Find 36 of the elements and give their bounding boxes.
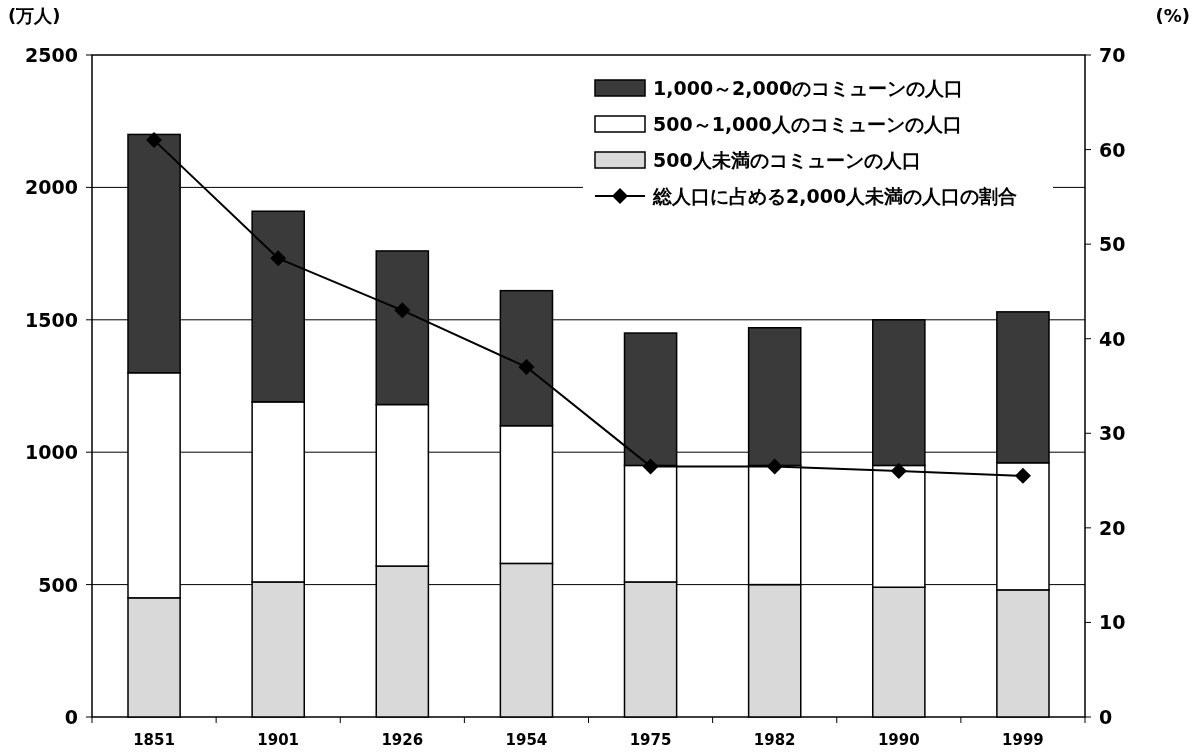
y2-tick-label: 20 bbox=[1099, 516, 1126, 539]
y2-tick-label: 10 bbox=[1099, 611, 1126, 634]
point bbox=[890, 463, 907, 480]
y2-tick-label: 0 bbox=[1099, 706, 1113, 728]
x-tick-label: 1999 bbox=[1002, 731, 1044, 749]
legend-label: 総人口に占める2,000人未満の人口の割合 bbox=[652, 185, 1018, 207]
y2-tick-label: 40 bbox=[1099, 327, 1126, 350]
y2-tick-label: 30 bbox=[1099, 422, 1126, 445]
y-tick-label: 1500 bbox=[25, 308, 78, 331]
x-tick-label: 1982 bbox=[753, 731, 796, 749]
point bbox=[1014, 467, 1031, 484]
x-tick-label: 1954 bbox=[505, 731, 548, 749]
point bbox=[146, 132, 163, 149]
y2-tick-label: 70 bbox=[1099, 44, 1126, 66]
x-tick-label: 1851 bbox=[133, 731, 175, 749]
x-tick-label: 1975 bbox=[629, 731, 672, 749]
point bbox=[394, 302, 411, 319]
point bbox=[518, 359, 535, 376]
x-tick-label: 1926 bbox=[381, 731, 424, 749]
x-tick-label: 1990 bbox=[877, 731, 920, 749]
y-tick-label: 2500 bbox=[25, 44, 78, 66]
point bbox=[270, 250, 287, 267]
y-tick-label: 2000 bbox=[25, 176, 78, 199]
y-tick-label: 1000 bbox=[25, 441, 78, 464]
y2-tick-label: 50 bbox=[1099, 233, 1126, 256]
y2-axis-title: (%) bbox=[1155, 5, 1190, 26]
legend-label: 500～1,000人のコミューンの人口 bbox=[653, 113, 962, 135]
point bbox=[766, 458, 783, 475]
y-tick-label: 500 bbox=[38, 573, 78, 596]
legend-label: 1,000～2,000のコミューンの人口 bbox=[653, 77, 964, 99]
point bbox=[642, 458, 659, 475]
y-tick-label: 0 bbox=[64, 706, 78, 728]
x-tick-label: 1901 bbox=[257, 731, 300, 749]
y2-tick-label: 60 bbox=[1099, 138, 1126, 161]
y-axis-title: (万人) bbox=[8, 5, 61, 26]
legend-label: 500人未満のコミューンの人口 bbox=[653, 149, 921, 171]
